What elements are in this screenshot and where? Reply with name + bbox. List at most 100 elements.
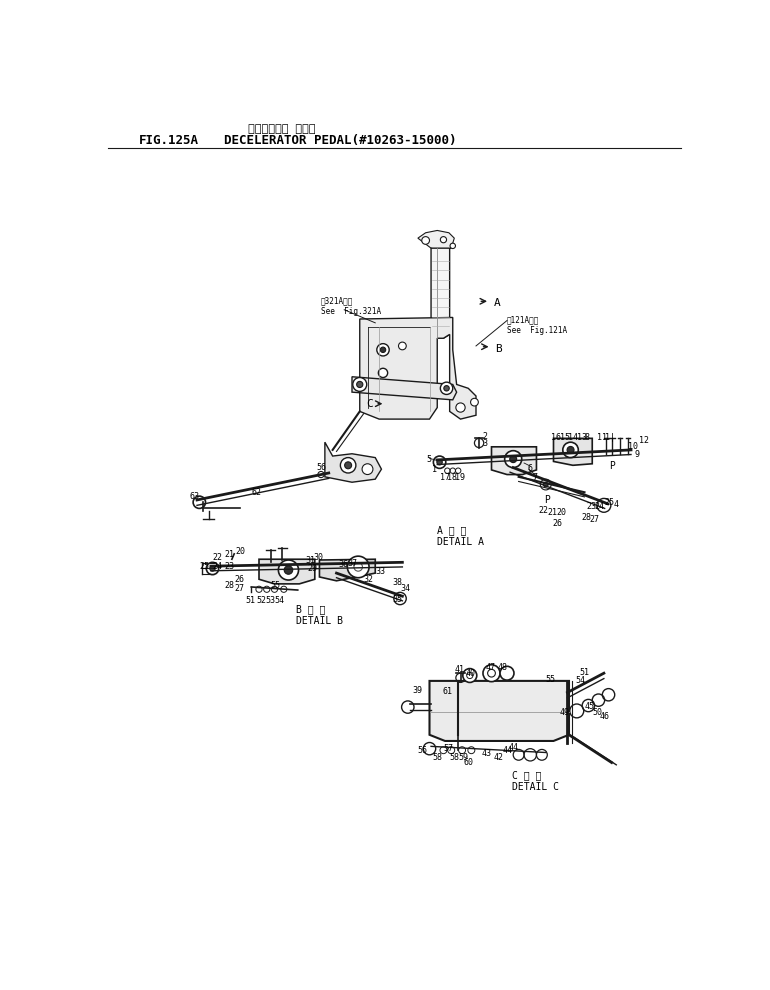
Circle shape — [209, 565, 215, 571]
Text: 8: 8 — [584, 433, 590, 442]
Text: 3: 3 — [482, 440, 487, 448]
Text: P: P — [609, 460, 615, 470]
Text: 20: 20 — [236, 546, 246, 556]
Text: 28: 28 — [581, 513, 591, 522]
Circle shape — [399, 343, 407, 349]
Text: デセルレータ ペダル: デセルレータ ペダル — [248, 124, 316, 135]
Text: 40: 40 — [465, 668, 475, 677]
Circle shape — [362, 463, 373, 474]
Text: 58: 58 — [433, 752, 443, 761]
Text: DECELERATOR PEDAL(#10263-15000): DECELERATOR PEDAL(#10263-15000) — [224, 135, 457, 148]
Circle shape — [444, 385, 449, 391]
Circle shape — [380, 347, 386, 352]
Text: 21: 21 — [547, 508, 557, 517]
Text: 12: 12 — [639, 436, 649, 446]
Circle shape — [463, 668, 477, 682]
Circle shape — [340, 457, 356, 473]
Text: A: A — [494, 298, 500, 308]
Text: 44: 44 — [508, 742, 518, 751]
Text: 62: 62 — [251, 488, 261, 497]
Text: C 詳 細
DETAIL C: C 詳 細 DETAIL C — [511, 770, 559, 792]
Text: 50: 50 — [592, 708, 602, 717]
Text: 15: 15 — [561, 433, 571, 442]
Text: 38: 38 — [392, 578, 402, 587]
Text: 22: 22 — [538, 506, 548, 515]
Circle shape — [567, 446, 574, 453]
Text: 54: 54 — [274, 596, 284, 605]
Circle shape — [544, 482, 548, 487]
Circle shape — [470, 398, 478, 406]
Text: 54: 54 — [575, 676, 585, 685]
Text: 41: 41 — [454, 665, 464, 674]
Text: 30: 30 — [313, 553, 323, 562]
Text: 23: 23 — [586, 502, 596, 511]
Circle shape — [279, 560, 299, 580]
Circle shape — [377, 344, 389, 356]
Circle shape — [357, 381, 363, 387]
Text: 24: 24 — [213, 562, 223, 571]
Text: 46: 46 — [600, 712, 610, 721]
Text: 39: 39 — [413, 685, 423, 695]
Polygon shape — [431, 248, 450, 339]
Text: 22: 22 — [213, 553, 223, 562]
Circle shape — [422, 237, 430, 245]
Text: 2: 2 — [482, 433, 487, 442]
Text: 1|: 1| — [604, 433, 614, 442]
Text: 61: 61 — [443, 687, 453, 696]
Text: 56: 56 — [316, 463, 326, 472]
Polygon shape — [418, 231, 454, 251]
Text: A 詳 細
DETAIL A: A 詳 細 DETAIL A — [437, 526, 484, 546]
Text: 59: 59 — [458, 752, 468, 761]
Text: 17: 17 — [440, 473, 450, 482]
Text: 27: 27 — [589, 516, 599, 525]
Text: 42: 42 — [494, 752, 504, 761]
Circle shape — [434, 456, 446, 468]
Text: 51: 51 — [245, 596, 255, 605]
Text: B: B — [495, 344, 502, 353]
Text: 25: 25 — [604, 498, 614, 508]
Circle shape — [437, 459, 442, 465]
Circle shape — [450, 244, 456, 248]
Text: 35: 35 — [392, 595, 402, 604]
Polygon shape — [320, 559, 375, 581]
Text: 20: 20 — [557, 508, 567, 517]
Text: 9: 9 — [635, 449, 640, 459]
Text: 29: 29 — [307, 564, 317, 573]
Text: 16: 16 — [551, 433, 561, 442]
Text: 60: 60 — [464, 758, 474, 767]
Polygon shape — [352, 377, 457, 400]
Text: 55: 55 — [270, 581, 280, 590]
Text: 49: 49 — [560, 708, 570, 717]
Text: 31: 31 — [306, 556, 316, 565]
Circle shape — [504, 450, 522, 467]
Text: 58: 58 — [450, 752, 460, 761]
Text: 6: 6 — [527, 463, 532, 473]
Text: 27: 27 — [234, 584, 244, 593]
Circle shape — [206, 562, 219, 574]
Text: 1: 1 — [432, 464, 437, 473]
Text: 13: 13 — [577, 433, 587, 442]
Text: 11: 11 — [597, 433, 607, 442]
Text: 51: 51 — [580, 668, 590, 677]
Text: 43: 43 — [481, 749, 491, 758]
Circle shape — [500, 666, 514, 680]
Polygon shape — [491, 446, 537, 474]
Polygon shape — [325, 443, 381, 482]
Circle shape — [597, 498, 611, 512]
Text: 26: 26 — [234, 575, 244, 584]
Circle shape — [440, 382, 453, 394]
Text: 56: 56 — [417, 745, 427, 754]
Circle shape — [378, 368, 387, 377]
Text: 5: 5 — [427, 455, 431, 464]
Text: 図121A参照
See  Fig.121A: 図121A参照 See Fig.121A — [507, 315, 567, 335]
Circle shape — [347, 556, 369, 578]
Polygon shape — [554, 439, 592, 465]
Polygon shape — [259, 559, 315, 584]
Circle shape — [193, 496, 206, 509]
Text: 24: 24 — [594, 502, 604, 511]
Text: 19: 19 — [455, 473, 465, 482]
Text: 4: 4 — [614, 500, 619, 509]
Text: 10: 10 — [628, 443, 638, 451]
Text: 21: 21 — [224, 550, 234, 559]
Text: 37: 37 — [347, 559, 357, 568]
